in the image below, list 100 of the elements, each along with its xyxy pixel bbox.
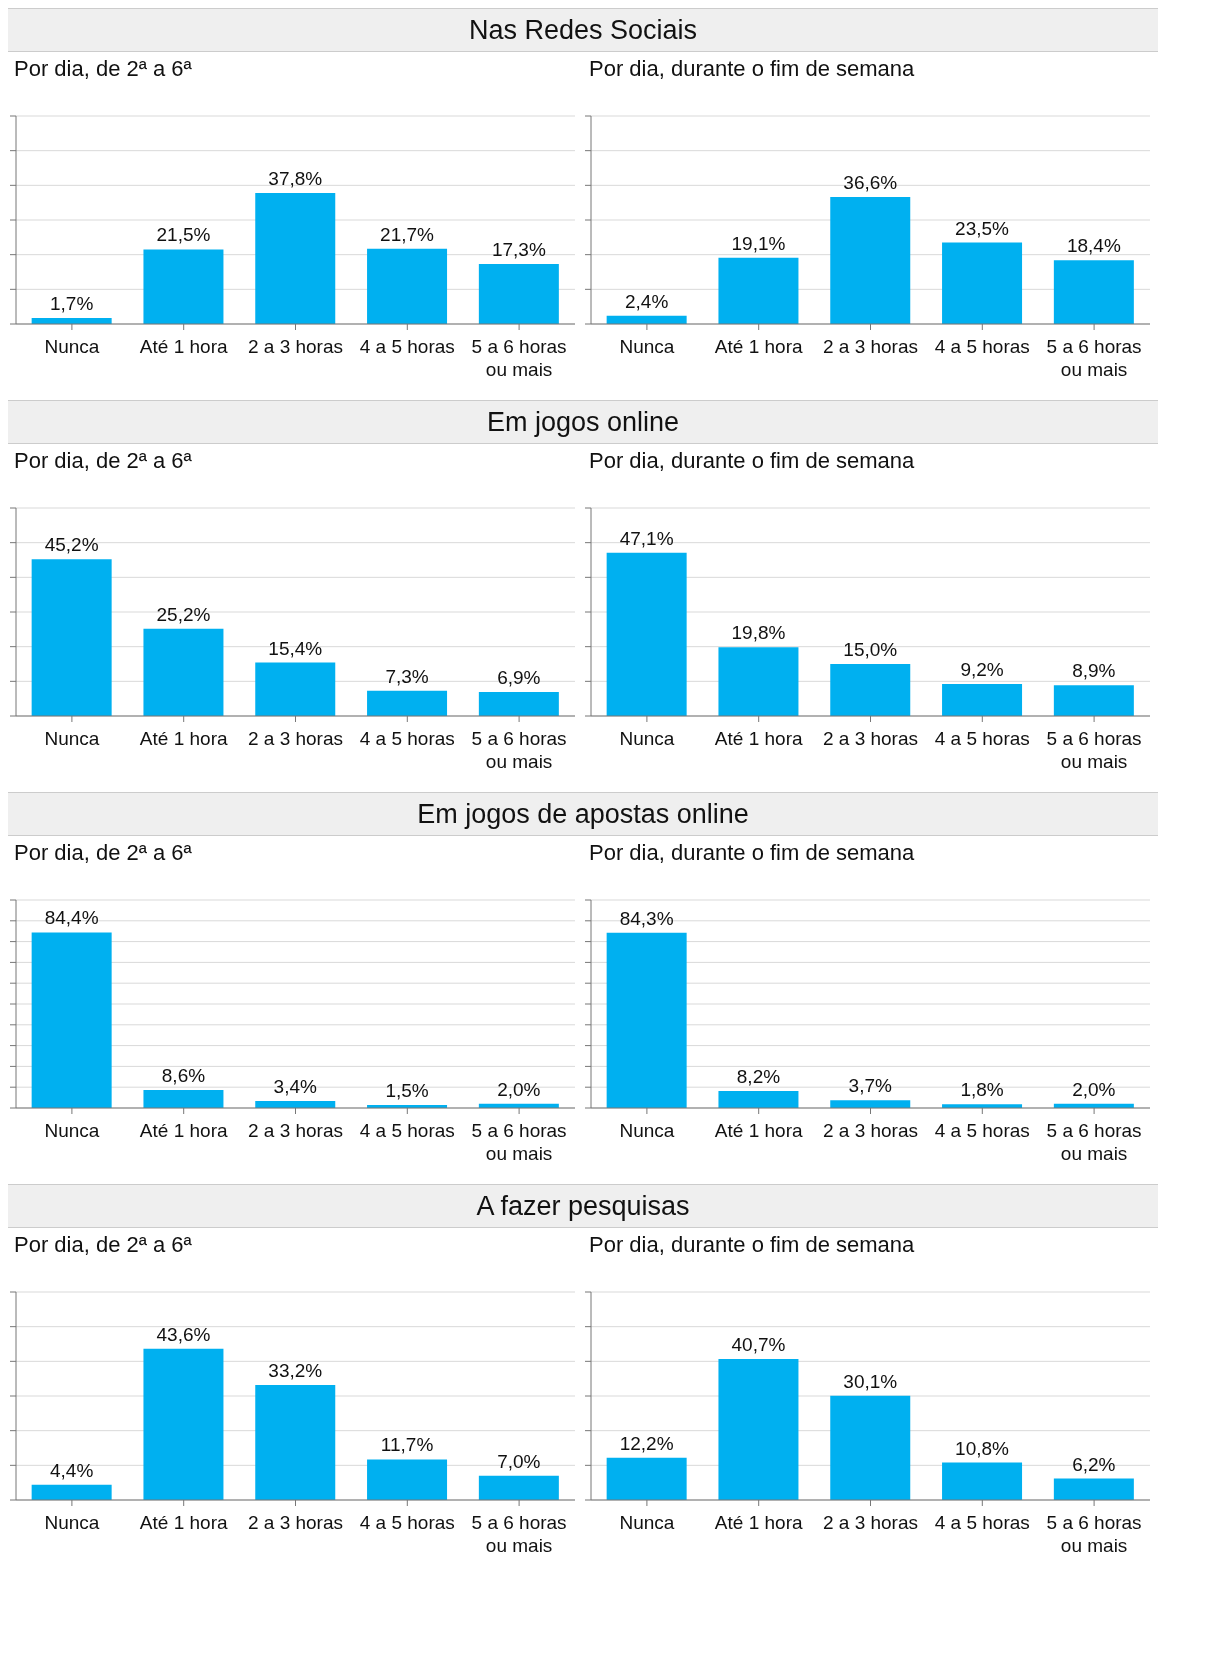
chart-subtitle: Por dia, de 2ª a 6ª: [13, 839, 193, 867]
data-label: 45,2%: [44, 534, 99, 556]
bar: [1053, 1478, 1134, 1500]
x-tick-label: Até 1 hora: [714, 1120, 803, 1142]
x-tick-label: 2 a 3 horas: [247, 728, 344, 750]
chart-title: A fazer pesquisas: [8, 1184, 1158, 1228]
data-label: 11,7%: [380, 1434, 434, 1456]
data-label: 3,7%: [848, 1075, 893, 1097]
x-tick-label: Até 1 hora: [714, 336, 803, 358]
bar: [606, 932, 687, 1108]
x-tick-label: 5 a 6 horas ou mais: [1046, 1120, 1142, 1164]
x-tick-label: 5 a 6 horas ou mais: [471, 728, 567, 772]
x-tick-label: 5 a 6 horas ou mais: [1046, 336, 1142, 380]
data-label: 15,4%: [268, 637, 323, 659]
data-label: 4,4%: [50, 1459, 94, 1481]
chart-subtitle: Por dia, de 2ª a 6ª: [13, 447, 193, 475]
bar: [143, 1348, 224, 1500]
data-label: 18,4%: [1066, 235, 1121, 257]
bar: [367, 1459, 448, 1500]
chart-title: Em jogos de apostas online: [8, 792, 1158, 836]
x-tick-label: Nunca: [44, 728, 100, 750]
x-tick-label: 2 a 3 horas: [247, 1120, 344, 1142]
bar: [31, 559, 112, 716]
data-label: 25,2%: [156, 603, 211, 625]
data-label: 15,0%: [843, 639, 898, 660]
bar: [606, 1457, 687, 1500]
x-tick-label: Até 1 hora: [714, 728, 803, 750]
data-label: 43,6%: [156, 1323, 211, 1345]
x-tick-label: Nunca: [44, 336, 100, 358]
data-label: 40,7%: [731, 1333, 786, 1355]
x-tick-label: 4 a 5 horas: [934, 1120, 1030, 1142]
bar: [478, 264, 559, 324]
x-tick-label: 5 a 6 horas ou mais: [471, 1120, 567, 1164]
data-label: 23,5%: [955, 217, 1010, 239]
x-tick-label: Nunca: [619, 728, 675, 750]
data-label: 37,8%: [268, 167, 323, 189]
chart-subtitle: Por dia, durante o fim de semana: [588, 1231, 916, 1259]
data-label: 19,8%: [731, 622, 786, 644]
x-tick-label: Nunca: [619, 1120, 675, 1142]
x-tick-label: Nunca: [44, 1120, 100, 1142]
chart-subtitle: Por dia, durante o fim de semana: [588, 447, 916, 475]
data-label: 1,7%: [50, 293, 94, 315]
chart-subtitle: Por dia, de 2ª a 6ª: [13, 55, 193, 83]
data-label: 7,0%: [497, 1450, 541, 1472]
chart-title: Nas Redes Sociais: [8, 8, 1158, 52]
data-label: 84,3%: [619, 907, 674, 929]
x-tick-label: 2 a 3 horas: [822, 1512, 919, 1534]
data-label: 2,0%: [1072, 1078, 1116, 1100]
bar: [367, 690, 448, 716]
x-tick-label: Nunca: [619, 1512, 675, 1534]
bar: [143, 1090, 224, 1108]
data-label: 8,9%: [1072, 660, 1116, 682]
x-tick-label: 5 a 6 horas ou mais: [471, 1512, 567, 1556]
data-label: 8,2%: [736, 1065, 781, 1087]
data-label: 21,5%: [156, 224, 211, 246]
x-tick-label: 2 a 3 horas: [822, 336, 919, 358]
bar: [606, 552, 687, 716]
data-label: 17,3%: [491, 239, 546, 261]
data-label: 33,2%: [268, 1359, 323, 1381]
chart-subtitle: Por dia, durante o fim de semana: [588, 839, 916, 867]
x-tick-label: Nunca: [44, 1512, 100, 1534]
data-label: 19,1%: [731, 232, 786, 254]
bar: [255, 192, 336, 324]
x-tick-label: 2 a 3 horas: [247, 1512, 344, 1534]
data-label: 9,2%: [960, 659, 1004, 681]
bar: [718, 647, 799, 716]
bar: [830, 1100, 911, 1108]
chart-subtitle: Por dia, durante o fim de semana: [588, 55, 916, 83]
x-tick-label: Até 1 hora: [139, 1120, 228, 1142]
data-label: 3,4%: [273, 1075, 318, 1097]
x-tick-label: 5 a 6 horas ou mais: [1046, 1512, 1142, 1556]
x-tick-label: Até 1 hora: [139, 728, 228, 750]
bar: [942, 242, 1023, 324]
x-tick-label: 2 a 3 horas: [822, 728, 919, 750]
x-tick-label: 5 a 6 horas ou mais: [1046, 728, 1142, 772]
bar: [31, 932, 112, 1108]
x-tick-label: 2 a 3 horas: [822, 1120, 919, 1142]
x-tick-label: Até 1 hora: [139, 1512, 228, 1534]
data-label: 47,1%: [619, 527, 674, 549]
x-tick-label: 5 a 6 horas ou mais: [471, 336, 567, 380]
data-label: 1,8%: [960, 1079, 1004, 1101]
bar: [143, 628, 224, 716]
bar: [942, 1462, 1023, 1500]
x-tick-label: 4 a 5 horas: [359, 336, 455, 358]
x-tick-label: 4 a 5 horas: [359, 728, 455, 750]
chart-title: Em jogos online: [8, 400, 1158, 444]
bar: [718, 1090, 799, 1108]
bar: [31, 1484, 112, 1500]
data-label: 6,2%: [1072, 1453, 1116, 1475]
bar: [478, 692, 559, 716]
data-label: 30,1%: [843, 1370, 898, 1392]
x-tick-label: 2 a 3 horas: [247, 336, 344, 358]
x-tick-label: Até 1 hora: [714, 1512, 803, 1534]
data-label: 21,7%: [380, 223, 435, 245]
bar: [718, 257, 799, 324]
x-tick-label: 4 a 5 horas: [359, 1120, 455, 1142]
x-tick-label: 4 a 5 horas: [359, 1512, 455, 1534]
bar: [255, 1384, 336, 1500]
data-label: 10,8%: [955, 1437, 1010, 1459]
data-label: 12,2%: [619, 1432, 674, 1454]
